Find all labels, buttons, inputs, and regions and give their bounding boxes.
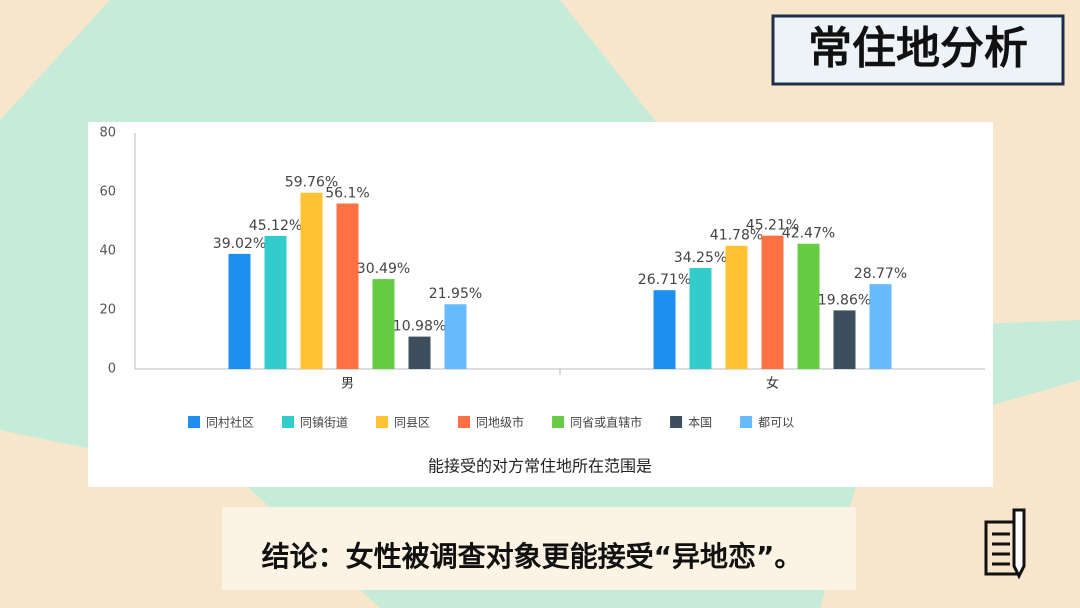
legend-swatch (552, 416, 565, 428)
legend-swatch (670, 416, 683, 428)
x-tick-label: 男 (341, 377, 354, 392)
legend-label: 同县区 (394, 416, 430, 430)
legend-label: 同省或直辖市 (570, 415, 642, 430)
bar (408, 336, 431, 369)
value-label: 45.21% (746, 218, 799, 234)
value-label: 21.95% (429, 286, 482, 302)
x-tick-label: 女 (766, 376, 779, 392)
legend-label: 本国 (688, 416, 712, 430)
title-box (771, 14, 1065, 86)
legend-swatch (282, 416, 295, 428)
bar (336, 203, 359, 369)
bar (797, 243, 820, 369)
legend-swatch (740, 416, 753, 428)
conclusion: 结论：女性被调查对象更能接受“异地恋”。 (262, 540, 803, 573)
bar (444, 304, 467, 369)
value-label: 19.86% (818, 292, 871, 308)
chart: 0 20 40 60 80 男 39.02% 45.12% 59.76%56.1% 30.49% 1… (99, 126, 985, 476)
chart-caption: 能接受的对方常住地所在范围是 (428, 457, 652, 476)
notepad-icon (984, 508, 1026, 580)
bar (833, 310, 856, 369)
bar (264, 235, 287, 369)
value-label: 42.47% (782, 226, 835, 242)
legend-label: 同地级市 (476, 415, 524, 430)
bar (372, 279, 395, 369)
value-label: 28.77% (854, 266, 907, 282)
value-label: 41.78% (710, 228, 763, 244)
legend-label: 都可以 (758, 416, 794, 430)
y-tick-label: 20 (99, 303, 116, 318)
legend-swatch (188, 416, 200, 428)
value-label: 26.71% (638, 272, 691, 288)
bar (761, 235, 784, 369)
value-label: 10.98% (393, 319, 446, 335)
bar (653, 290, 676, 369)
legend-label: 同村社区 (206, 415, 254, 430)
y-tick-label: 40 (99, 244, 116, 259)
value-label: 59.76% (285, 175, 338, 191)
value-label: 30.49% (357, 261, 410, 277)
bar (869, 284, 892, 369)
bar (300, 192, 323, 369)
slide-title: 常住地分析 (808, 23, 1028, 74)
bar (725, 245, 748, 369)
bg-shape (0, 0, 110, 120)
legend-label: 同镇街道 (300, 416, 348, 430)
legend-swatch (458, 416, 471, 428)
value-label: 45.12% (249, 218, 302, 234)
value-label: 39.02% (213, 236, 266, 252)
y-tick-label: 60 (99, 185, 116, 200)
value-label: 56.1% (325, 186, 369, 202)
bar (689, 267, 712, 369)
conclusion-box (222, 507, 856, 590)
value-label: 34.25% (674, 250, 727, 266)
y-tick-label: 80 (99, 126, 116, 141)
legend-swatch (376, 416, 389, 428)
y-tick-label: 0 (108, 362, 116, 377)
bar (228, 253, 251, 369)
